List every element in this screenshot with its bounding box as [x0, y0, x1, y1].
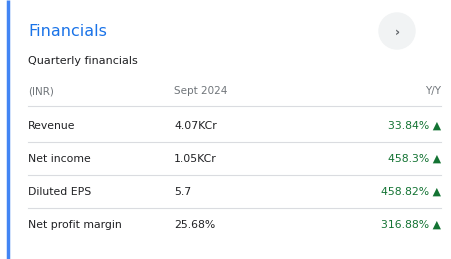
Text: Y/Y: Y/Y: [424, 86, 440, 96]
Text: 4.07KCr: 4.07KCr: [174, 121, 216, 131]
Text: Net profit margin: Net profit margin: [28, 220, 121, 230]
Text: 33.84% ▲: 33.84% ▲: [387, 121, 440, 131]
Text: 1.05KCr: 1.05KCr: [174, 154, 216, 164]
Text: Diluted EPS: Diluted EPS: [28, 187, 91, 197]
Text: Quarterly financials: Quarterly financials: [28, 56, 138, 66]
Text: 458.3% ▲: 458.3% ▲: [387, 154, 440, 164]
Circle shape: [378, 13, 414, 49]
Text: Sept 2024: Sept 2024: [174, 86, 227, 96]
Text: 316.88% ▲: 316.88% ▲: [380, 220, 440, 230]
Text: 25.68%: 25.68%: [174, 220, 215, 230]
Text: Revenue: Revenue: [28, 121, 75, 131]
Text: Financials: Financials: [28, 24, 106, 39]
Text: 5.7: 5.7: [174, 187, 191, 197]
Text: 458.82% ▲: 458.82% ▲: [380, 187, 440, 197]
Text: (INR): (INR): [28, 86, 54, 96]
Text: Net income: Net income: [28, 154, 91, 164]
Text: ›: ›: [394, 25, 399, 39]
